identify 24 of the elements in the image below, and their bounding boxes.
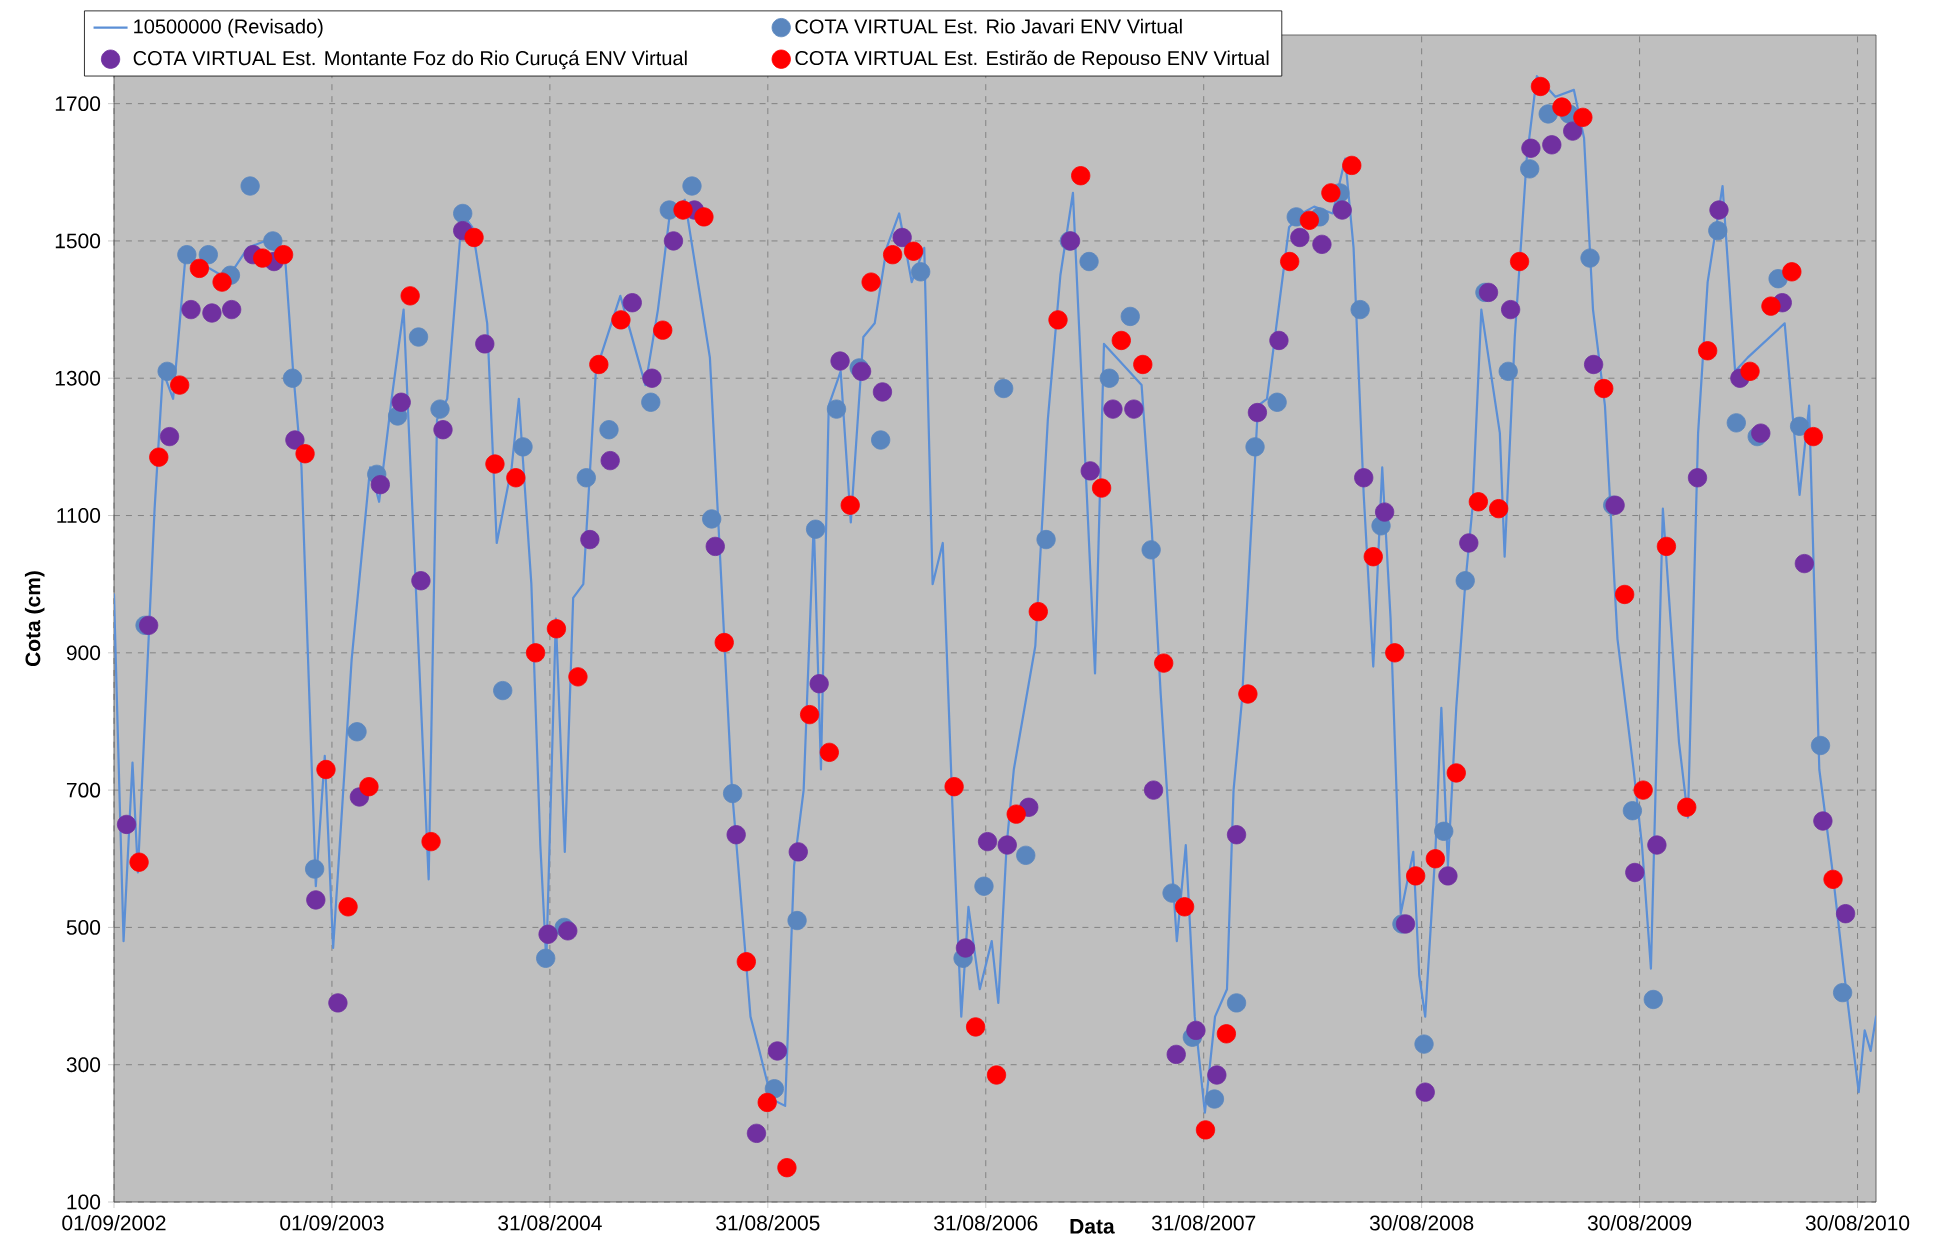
legend-label: COTA VIRTUAL Est. Montante Foz do Rio Curuçá ENV Virtual bbox=[133, 50, 687, 70]
y-tick-label: 500 bbox=[66, 919, 101, 935]
y-tick-label: 700 bbox=[66, 782, 101, 798]
x-tick-label: 31/08/2004 bbox=[498, 1215, 602, 1231]
legend-label: COTA VIRTUAL Est. Estirão de Repouso ENV Virtual bbox=[795, 50, 1269, 70]
x-tick-label: 01/09/2002 bbox=[62, 1215, 166, 1231]
legend-label: 10500000 (Revisado) bbox=[134, 18, 323, 38]
y-tick-label: 300 bbox=[66, 1057, 101, 1073]
legend-label: COTA VIRTUAL Est. Rio Javari ENV Virtual bbox=[795, 18, 1182, 34]
x-tick-label: 30/08/2010 bbox=[1805, 1215, 1910, 1231]
y-tick-label: 1100 bbox=[57, 508, 101, 523]
y-tick-label: 900 bbox=[66, 645, 101, 661]
x-tick-label: 30/08/2009 bbox=[1587, 1215, 1692, 1231]
x-axis-title: Data bbox=[1070, 1219, 1115, 1234]
y-tick-label: 1300 bbox=[55, 370, 101, 386]
y-axis-title: Cota (cm) bbox=[24, 571, 45, 667]
x-tick-label: 31/08/2006 bbox=[934, 1215, 1038, 1231]
x-tick-label: 30/08/2008 bbox=[1369, 1215, 1474, 1231]
x-tick-label: 01/09/2003 bbox=[280, 1215, 384, 1231]
x-tick-label: 31/08/2005 bbox=[716, 1215, 820, 1231]
y-tick-label: 100 bbox=[67, 1194, 101, 1210]
y-tick-label: 1700 bbox=[55, 96, 101, 112]
y-tick-label: 1500 bbox=[55, 233, 101, 249]
x-tick-label: 31/08/2007 bbox=[1151, 1215, 1256, 1231]
